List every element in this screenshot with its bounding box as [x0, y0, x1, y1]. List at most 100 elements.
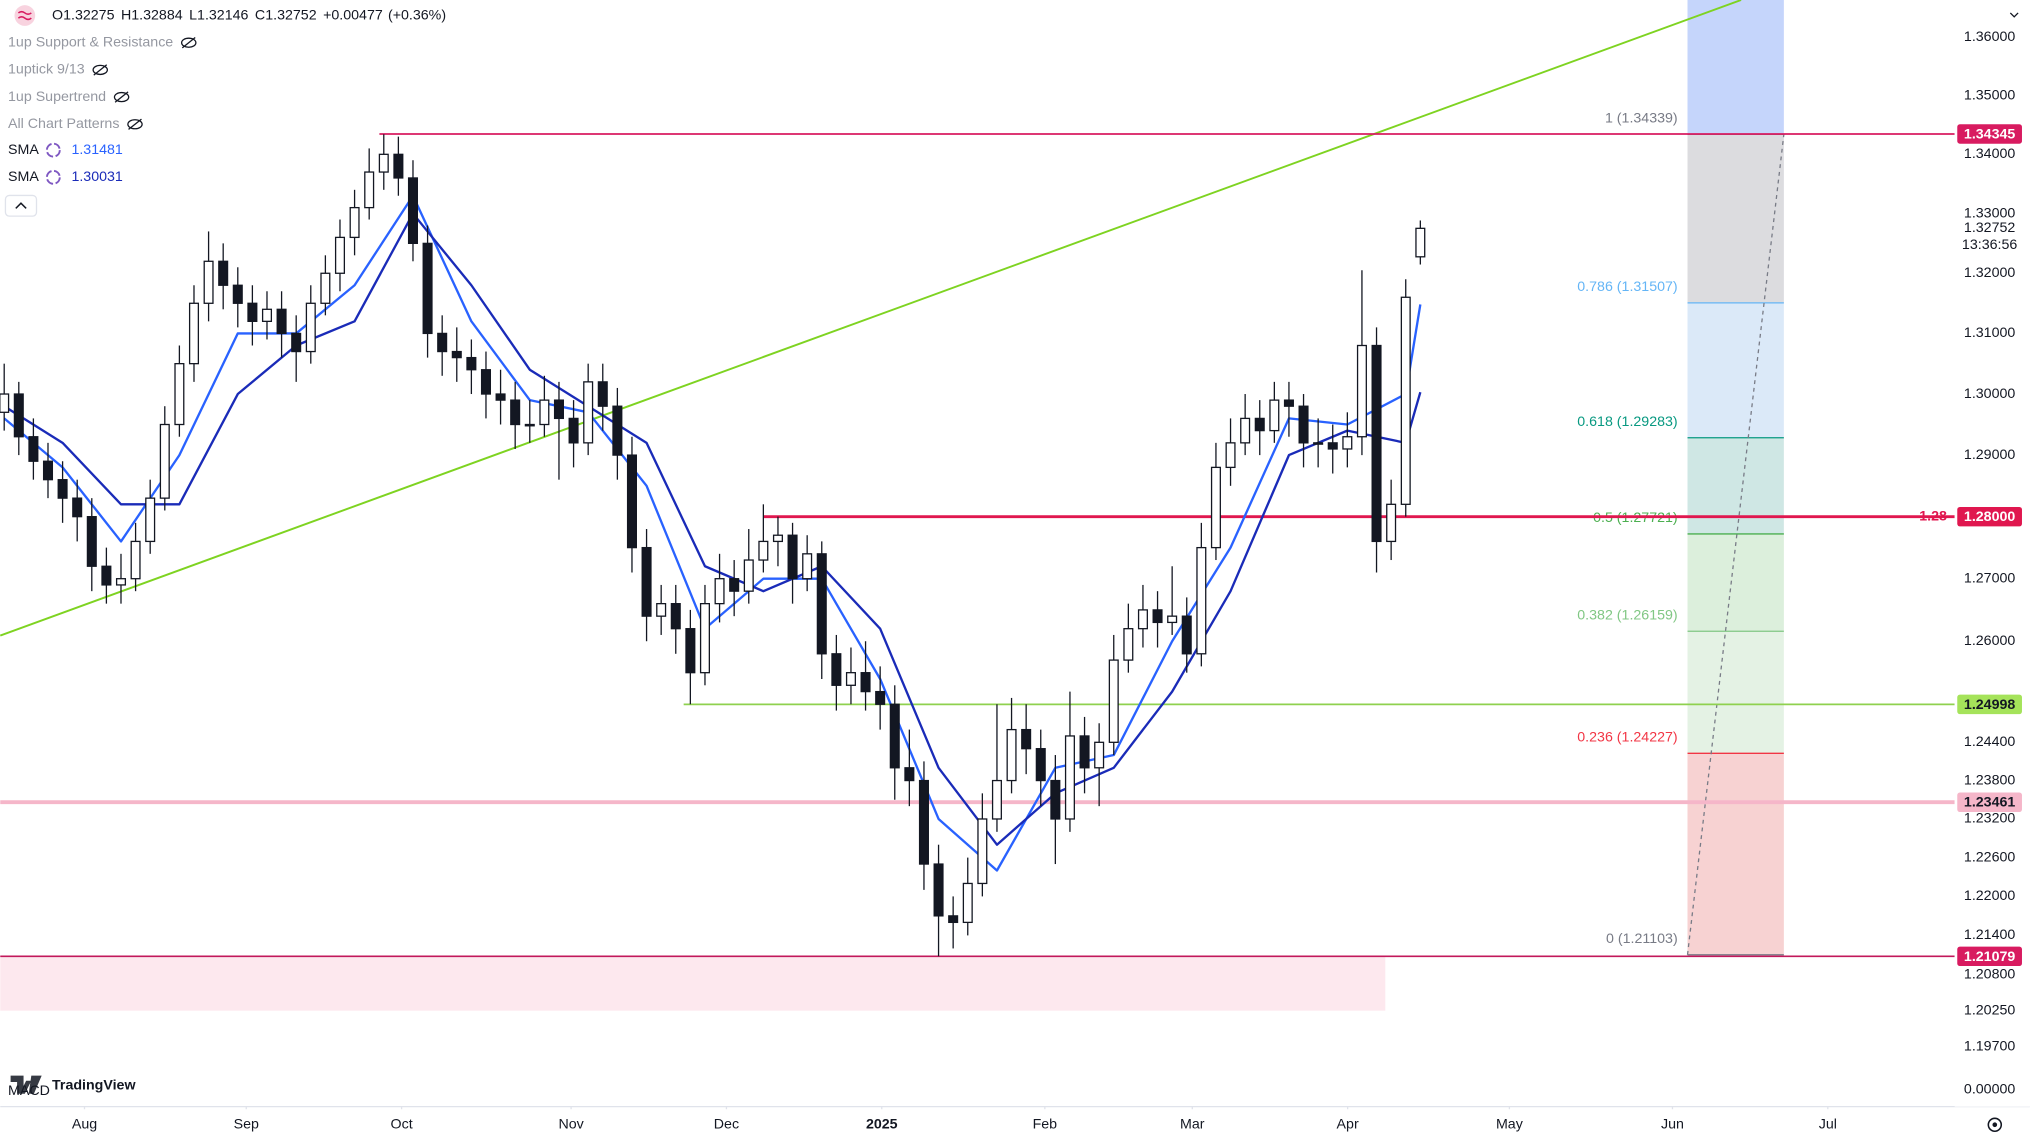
candle-body — [422, 242, 433, 335]
y-tick-label: 1.26000 — [1964, 633, 2015, 649]
candle-body — [699, 603, 710, 674]
x-tick-label: May — [1496, 1117, 1524, 1133]
candle-body — [1137, 609, 1148, 630]
symbol-icon — [14, 5, 36, 26]
x-tick-label: Aug — [72, 1117, 97, 1133]
hidden-icon-slash — [181, 37, 196, 49]
candle-body — [1342, 436, 1353, 450]
x-tick-label: Feb — [1033, 1117, 1058, 1133]
countdown: 13:36:56 — [1962, 237, 2017, 253]
level-price-text: 1.28 — [1919, 508, 1947, 524]
legend-value: 1.30031 — [71, 169, 122, 185]
price-tag-label: 1.28000 — [1964, 509, 2015, 525]
ohlc-value: 1.32752 — [265, 7, 316, 23]
candle-body — [553, 399, 565, 420]
candle-body — [480, 369, 492, 395]
fib-level-label: 0.382 (1.26159) — [1577, 607, 1677, 623]
candle-body — [1064, 735, 1075, 820]
candle-body — [612, 405, 623, 456]
candle-body — [1400, 296, 1411, 505]
candle-body — [1006, 728, 1017, 782]
candle-body — [1356, 344, 1367, 438]
fib-level-label: 0 (1.21103) — [1606, 931, 1678, 947]
candle-body — [407, 177, 419, 245]
candle-body — [451, 350, 462, 359]
candle-body — [1283, 399, 1294, 407]
candle-body — [378, 153, 389, 173]
y-tick-label: 1.22600 — [1964, 849, 2015, 865]
candle-body — [305, 302, 316, 353]
candle-body — [320, 272, 331, 304]
candle-body — [1210, 466, 1221, 549]
price-tag — [1957, 946, 2022, 967]
price-tag — [1957, 792, 2022, 812]
candle-body — [597, 381, 608, 407]
candle-body — [772, 534, 783, 543]
candle-body — [232, 284, 243, 304]
legend-name: SMA — [8, 169, 39, 185]
candle-body — [670, 603, 681, 630]
candle-body — [1123, 628, 1134, 661]
candle-body — [1327, 442, 1338, 450]
candle-body — [174, 363, 185, 426]
fib-level-label: 0.5 (1.27721) — [1593, 510, 1678, 526]
candle-body — [977, 818, 988, 885]
candle-body — [641, 546, 652, 617]
candle-body — [948, 915, 959, 924]
candle-body — [889, 703, 900, 769]
candle-body — [860, 672, 871, 693]
x-tick-label: Dec — [714, 1117, 739, 1133]
y-tick-label: 1.29000 — [1964, 447, 2015, 463]
candle-body — [130, 540, 141, 580]
candle-body — [57, 479, 68, 499]
symbol-icon-glyph — [17, 10, 32, 21]
candle-body — [802, 553, 813, 580]
x-tick-label: Apr — [1337, 1117, 1359, 1133]
candle-body — [1386, 503, 1397, 543]
ohlc-value: 1.32146 — [197, 7, 248, 23]
candle-body — [42, 460, 54, 481]
settings-icon[interactable] — [1987, 1117, 2003, 1133]
candle-body — [583, 381, 594, 444]
candle-body — [933, 863, 944, 917]
indicator-name: 1up Support & Resistance — [8, 34, 173, 50]
y-tick-label: 1.19700 — [1964, 1039, 2015, 1055]
candle-body — [28, 436, 39, 462]
y-tick-label: 1.27000 — [1964, 570, 2015, 586]
x-tick-label: Nov — [558, 1117, 584, 1133]
brand-logo — [10, 1075, 42, 1094]
y-tick-label: 1.23800 — [1964, 772, 2015, 788]
candle-body — [1415, 227, 1426, 258]
fib-level-label: 1 (1.34339) — [1605, 111, 1678, 127]
candle-body — [72, 497, 83, 518]
candle-body — [364, 171, 375, 209]
collapse-button[interactable] — [4, 194, 38, 217]
candle-body — [743, 559, 754, 592]
price-tag-label: 1.21079 — [1964, 949, 2015, 965]
price-tag-label: 1.34345 — [1964, 126, 2015, 142]
hidden-icon — [113, 91, 130, 103]
fib-zone — [1687, 134, 1784, 303]
macd-label: MACD — [8, 1083, 50, 1099]
currency-button[interactable] — [1958, 2, 2024, 29]
price-axis-background — [1954, 0, 2030, 1107]
hidden-icon — [180, 37, 197, 48]
candle-body — [1196, 546, 1207, 655]
fib-zone — [1687, 302, 1784, 438]
candle-body — [188, 302, 200, 365]
y-tick-label: 1.35000 — [1964, 87, 2015, 103]
fib-level-label: 0.236 (1.24227) — [1577, 730, 1677, 746]
ohlc-legend: O1.32275 H1.32884 L1.32146 C1.32752 +0.00477… — [52, 7, 446, 23]
ohlc-key: C — [255, 7, 265, 23]
fib-zone — [1687, 631, 1784, 754]
y-tick-label: 1.20800 — [1964, 966, 2015, 982]
candle-body — [276, 308, 287, 335]
candle-body — [13, 393, 24, 438]
candle-body — [261, 308, 273, 322]
x-tick-label: Oct — [391, 1117, 413, 1133]
price-tag — [1957, 506, 2022, 527]
x-tick-label: Jul — [1819, 1117, 1837, 1133]
candle-body — [1050, 779, 1061, 820]
